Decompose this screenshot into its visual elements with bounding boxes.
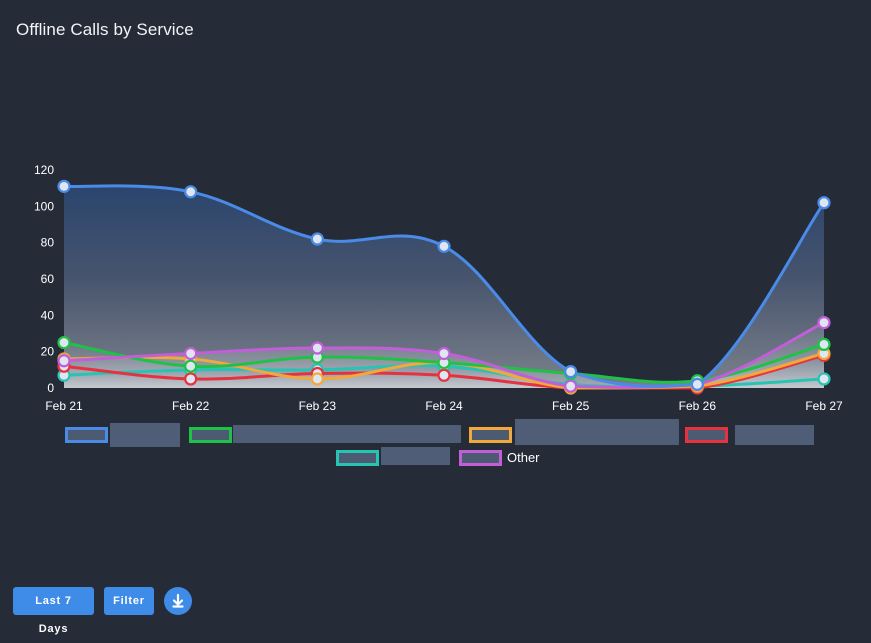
- y-tick-label: 80: [41, 236, 55, 250]
- download-icon: [172, 593, 184, 608]
- y-tick-label: 40: [41, 308, 55, 322]
- x-tick-label: Feb 27: [805, 399, 843, 413]
- series-point-2: [817, 316, 831, 330]
- x-tick-label: Feb 25: [552, 399, 590, 413]
- legend-swatch-series-3[interactable]: [469, 427, 512, 443]
- chart-title: Offline Calls by Service: [16, 20, 194, 39]
- legend-label-redacted: [110, 423, 180, 447]
- legend-swatch-series-2[interactable]: [189, 427, 232, 443]
- series-point-1: [57, 179, 71, 193]
- series-point-1: [690, 377, 704, 391]
- legend-swatch-series-1[interactable]: [65, 427, 108, 443]
- x-tick-label: Feb 26: [679, 399, 717, 413]
- x-tick-label: Feb 22: [172, 399, 210, 413]
- x-tick-label: Feb 24: [425, 399, 463, 413]
- series-point-2: [57, 354, 71, 368]
- legend-label-redacted: [381, 447, 450, 465]
- series-point-3: [817, 337, 831, 351]
- series-point-3: [184, 359, 198, 373]
- legend-swatch-other[interactable]: [459, 450, 502, 466]
- series-point-1: [564, 365, 578, 379]
- series-point-1: [817, 196, 831, 210]
- y-tick-label: 120: [34, 163, 54, 177]
- series-point-2: [310, 341, 324, 355]
- y-tick-label: 60: [41, 272, 55, 286]
- legend-label-redacted: [735, 425, 814, 445]
- legend-label-redacted: [233, 425, 461, 443]
- y-tick-label: 0: [47, 381, 54, 395]
- legend-swatch-series-5[interactable]: [336, 450, 379, 466]
- series-point-2: [564, 379, 578, 393]
- x-tick-label: Feb 23: [299, 399, 337, 413]
- filter-button[interactable]: Filter: [104, 587, 154, 615]
- series-point-2: [437, 346, 451, 361]
- series-area-1: [64, 185, 824, 388]
- series-point-5: [184, 372, 198, 386]
- series-point-2: [184, 346, 198, 361]
- series-point-1: [184, 185, 198, 199]
- legend-swatch-series-4[interactable]: [685, 427, 728, 443]
- series-point-3: [57, 335, 71, 350]
- x-tick-label: Feb 21: [45, 399, 83, 413]
- series-point-6: [817, 372, 831, 386]
- series-point-1: [310, 232, 324, 246]
- download-button[interactable]: [164, 587, 192, 615]
- y-tick-label: 100: [34, 199, 54, 213]
- series-point-1: [437, 239, 451, 253]
- series-point-4: [310, 372, 324, 386]
- last-7-days-button[interactable]: Last 7 Days: [13, 587, 94, 635]
- y-tick-label: 20: [41, 345, 55, 359]
- series-point-5: [437, 368, 451, 382]
- legend-label-other[interactable]: Other: [507, 450, 540, 465]
- legend-label-redacted: [515, 419, 679, 445]
